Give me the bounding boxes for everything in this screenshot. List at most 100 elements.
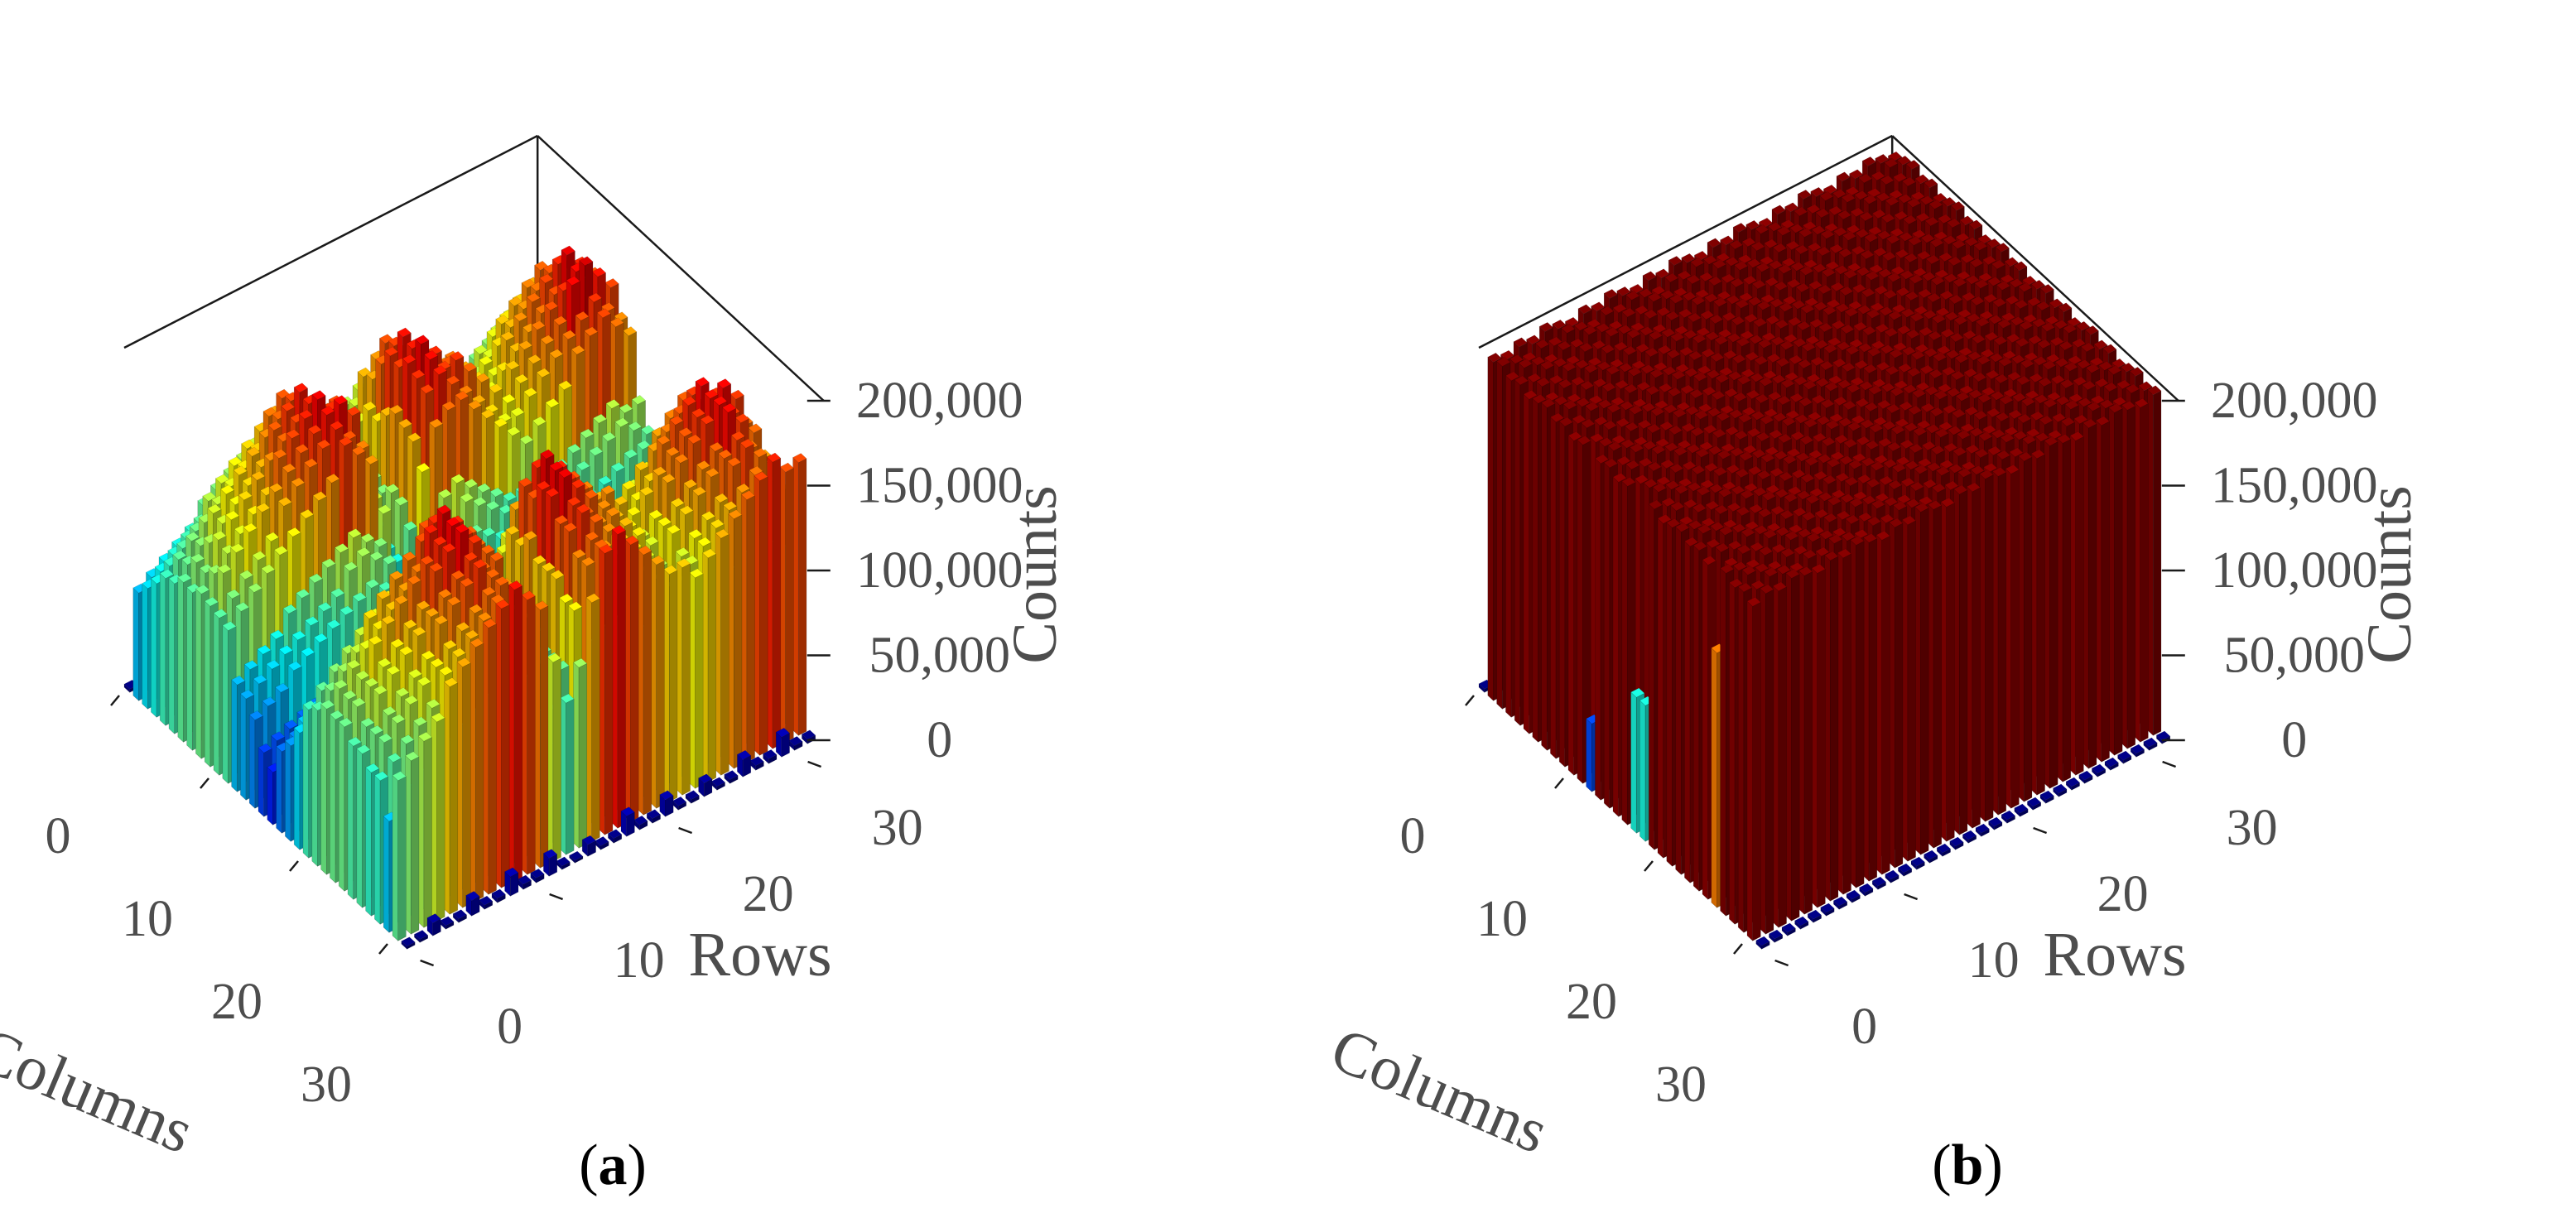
z-tick-label: 100,000 [2211, 542, 2378, 599]
bar [2091, 763, 2107, 777]
bar [1910, 856, 1925, 870]
y-tick-label: 20 [743, 866, 794, 922]
bar [1991, 466, 2007, 816]
z-axis-title: Counts [2355, 485, 2424, 663]
bar [2078, 770, 2093, 784]
bar [1885, 869, 1899, 883]
y-tick-label: 30 [872, 800, 923, 856]
bar [599, 544, 614, 835]
y-tick-mark [678, 826, 693, 835]
bar [1924, 850, 1938, 864]
bar [401, 936, 416, 950]
bar [1807, 909, 1822, 923]
y-axis-title: Rows [688, 920, 831, 989]
bar [1824, 551, 1839, 902]
bar [1832, 896, 1848, 910]
bar [724, 770, 739, 784]
bar [2143, 737, 2158, 751]
y-tick-mark [1904, 893, 1919, 901]
bar [1966, 482, 1981, 829]
bar [1755, 936, 1770, 950]
bar [2001, 810, 2016, 824]
bar [1936, 843, 1952, 857]
x-axis-title: Columns [1322, 1014, 1558, 1167]
bar [417, 731, 433, 928]
y-tick-mark [1774, 959, 1789, 967]
y-tick-label: 10 [1968, 932, 2020, 989]
y-tick-mark [807, 760, 822, 768]
y-axis-title: Rows [2043, 920, 2186, 989]
x-tick-label: 10 [122, 891, 173, 947]
z-tick-label: 50,000 [869, 628, 1011, 684]
bar [542, 849, 558, 877]
x-tick-mark [378, 943, 388, 955]
bar [775, 727, 791, 758]
bar [2053, 783, 2068, 797]
bar [754, 471, 768, 756]
z-tick-label: 0 [927, 712, 952, 768]
bar [766, 452, 782, 749]
bar [569, 850, 584, 864]
bar [1768, 929, 1784, 943]
bar [637, 545, 652, 816]
z-tick-label: 200,000 [2211, 373, 2378, 429]
bar [1988, 816, 2003, 830]
x-tick-mark [1644, 860, 1654, 872]
x-tick-label: 30 [1655, 1057, 1707, 1113]
bar [585, 593, 600, 842]
bar [792, 453, 807, 736]
bar [2130, 744, 2145, 758]
bar [740, 490, 756, 763]
bar [2065, 777, 2081, 791]
bar [482, 618, 498, 895]
bar [1862, 532, 1878, 882]
x-tick-mark [1554, 777, 1564, 789]
bar [2014, 803, 2029, 817]
bar [456, 657, 471, 908]
bar [2056, 433, 2072, 782]
bar [2147, 385, 2162, 736]
bar [1846, 889, 1861, 903]
bar [572, 657, 588, 849]
x-tick-mark [110, 695, 120, 706]
bar [1811, 563, 1826, 908]
bar [650, 555, 665, 809]
bar [1785, 569, 1800, 922]
y-tick-label: 0 [1851, 999, 1877, 1055]
y-tick-mark [2033, 826, 2048, 835]
bar [779, 462, 794, 743]
x-tick-mark [1733, 943, 1743, 955]
bar [1875, 530, 1890, 875]
bar [405, 751, 420, 935]
y-tick-label: 0 [497, 999, 522, 1055]
bar [504, 867, 519, 897]
bar [685, 790, 700, 804]
bar [646, 809, 662, 824]
bar [1837, 548, 1852, 895]
bar [689, 568, 704, 789]
bars-group [123, 245, 816, 950]
bar [2108, 403, 2123, 756]
bar [443, 677, 459, 915]
bar [440, 916, 455, 930]
bar [710, 777, 726, 791]
bar [659, 790, 674, 817]
bar [431, 712, 445, 922]
y-tick-label: 20 [2097, 866, 2149, 922]
z-tick-label: 0 [2281, 712, 2307, 768]
bar [620, 806, 635, 837]
bar [1871, 876, 1887, 890]
bar [2155, 730, 2171, 744]
bar [2039, 790, 2054, 804]
z-tick-label: 150,000 [856, 458, 1023, 514]
bar [1859, 883, 1874, 897]
bar [2069, 431, 2084, 776]
bar [624, 535, 639, 822]
y-tick-mark [549, 893, 564, 901]
bar [495, 599, 510, 888]
bar [2030, 449, 2046, 796]
z-tick-label: 50,000 [2224, 628, 2366, 684]
x-tick-mark [1465, 695, 1475, 706]
bar [465, 891, 480, 917]
